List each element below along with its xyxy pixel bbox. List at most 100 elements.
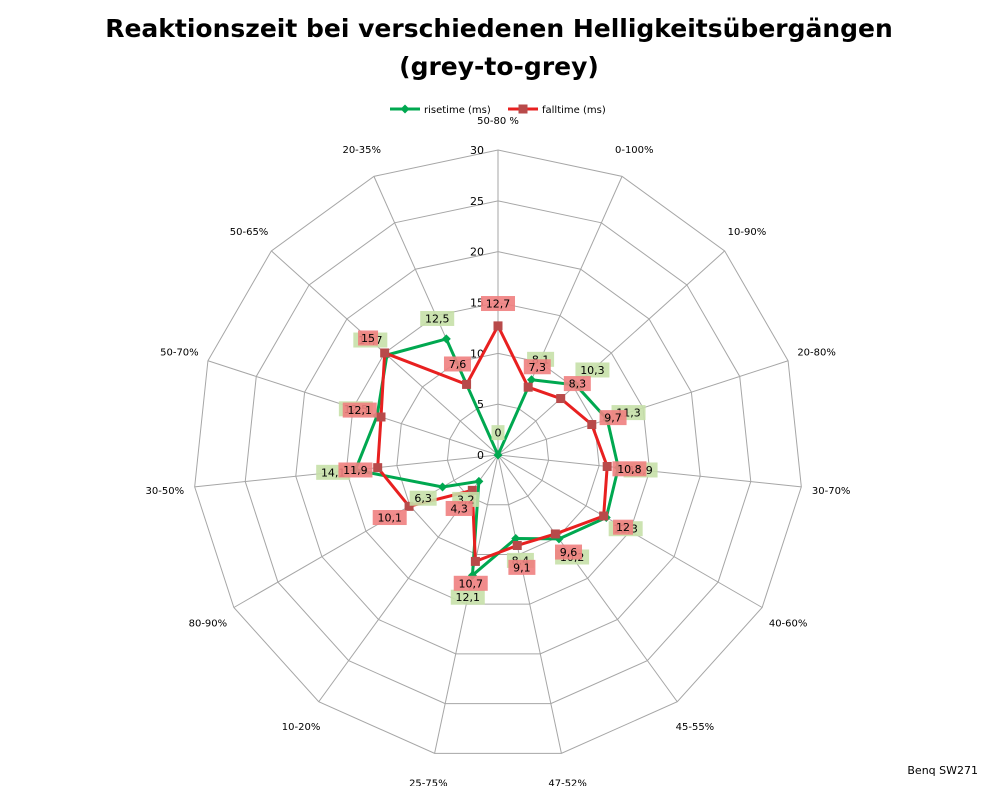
- grid-ring: [244, 200, 752, 705]
- data-point: [493, 321, 503, 331]
- legend-label-risetime: risetime (ms): [424, 105, 491, 116]
- data-label-text: 12,1: [456, 591, 481, 604]
- data-point: [587, 420, 597, 430]
- data-point: [373, 463, 383, 473]
- data-point: [602, 461, 612, 471]
- data-point: [376, 412, 386, 422]
- category-label: 80-90%: [189, 619, 228, 630]
- data-label-text: 0: [495, 427, 502, 440]
- data-label: 10,1: [372, 510, 407, 526]
- chart-title-line-1: Reaktionszeit bei verschiedenen Helligke…: [105, 14, 893, 43]
- data-label-text: 10,8: [617, 463, 642, 476]
- data-label: 10,8: [612, 461, 647, 477]
- data-point: [523, 382, 533, 392]
- data-label-text: 9,1: [513, 561, 531, 574]
- grid-spoke: [233, 454, 499, 608]
- category-label: 40-60%: [769, 619, 808, 630]
- data-label-text: 10,7: [458, 577, 483, 590]
- data-label: 12: [613, 519, 634, 535]
- data-point: [550, 529, 560, 539]
- data-point: [404, 501, 414, 511]
- legend-item-falltime: falltime (ms): [508, 104, 606, 116]
- data-point: [599, 511, 609, 521]
- category-label: 10-20%: [282, 722, 321, 733]
- data-label-text: 4,3: [450, 502, 468, 515]
- data-label-text: 10,3: [580, 364, 605, 377]
- data-point: [474, 476, 484, 486]
- footer-label: Benq SW271: [907, 764, 978, 777]
- series-line: [376, 324, 609, 563]
- data-label-text: 9,6: [560, 546, 578, 559]
- data-label: 7,3: [523, 359, 551, 375]
- data-label-text: 12,7: [486, 298, 511, 311]
- data-point: [462, 379, 472, 389]
- tick-label: 5: [477, 398, 484, 411]
- grid-spoke: [497, 454, 562, 754]
- category-label: 50-65%: [230, 227, 269, 238]
- data-point: [512, 540, 522, 550]
- tick-label: 0: [477, 449, 484, 462]
- data-label-text: 11,9: [343, 464, 368, 477]
- category-label: 50-70%: [160, 347, 199, 358]
- data-label: 9,7: [599, 410, 627, 426]
- tick-label: 30: [470, 144, 484, 157]
- tick-label: 25: [470, 195, 484, 208]
- grid-ring: [345, 301, 651, 605]
- chart-title-line-2: (grey-to-grey): [399, 52, 599, 81]
- grid-ring: [295, 251, 701, 655]
- data-point: [438, 482, 448, 492]
- data-label: 9,6: [555, 544, 583, 560]
- data-label: 7,6: [443, 356, 471, 372]
- category-label: 50-80 %: [477, 116, 519, 127]
- data-label: 15: [358, 330, 379, 346]
- data-point: [467, 485, 477, 495]
- data-point: [441, 334, 451, 344]
- grid-spoke: [497, 250, 725, 456]
- category-label: 45-55%: [676, 722, 715, 733]
- data-label-text: 7,3: [529, 361, 547, 374]
- data-point: [493, 450, 503, 460]
- data-label-text: 12,1: [347, 404, 372, 417]
- data-label: 0: [491, 425, 505, 441]
- data-point: [526, 375, 536, 385]
- data-label-text: 12,5: [425, 312, 450, 325]
- data-label-text: 7,6: [449, 358, 467, 371]
- legend-label-falltime: falltime (ms): [542, 105, 606, 116]
- data-point: [511, 534, 521, 544]
- data-label-text: 15: [361, 332, 375, 345]
- category-label: 47-52%: [548, 779, 587, 786]
- category-label: 25-75%: [409, 779, 448, 786]
- data-label: 4,3: [445, 500, 473, 516]
- data-label: 12,7: [481, 296, 515, 312]
- data-label: 9,1: [508, 559, 536, 575]
- legend: risetime (ms) falltime (ms): [390, 104, 606, 116]
- data-label-text: 10,1: [377, 512, 402, 525]
- tick-label: 15: [470, 297, 484, 310]
- category-label: 20-35%: [342, 145, 381, 156]
- data-label: 10,3: [575, 362, 610, 378]
- data-label: 12,1: [450, 589, 485, 605]
- data-label-text: 12: [616, 521, 630, 534]
- data-point: [380, 348, 390, 358]
- series-layer: [350, 321, 623, 580]
- data-label: 10,7: [453, 575, 488, 591]
- data-label: 8,3: [563, 376, 591, 392]
- category-label: 30-70%: [812, 486, 851, 497]
- category-label: 0-100%: [615, 145, 654, 156]
- data-label: 11,9: [338, 462, 373, 478]
- category-label: 20-80%: [797, 347, 836, 358]
- data-label: 12,5: [420, 310, 455, 326]
- data-point: [470, 556, 480, 566]
- category-label: 30-50%: [146, 486, 185, 497]
- data-label-text: 8,3: [569, 378, 587, 391]
- data-labels-layer: 08,110,311,311,912,310,28,412,13,26,314,…: [316, 296, 658, 605]
- chart-title: Reaktionszeit bei verschiedenen Helligke…: [0, 10, 998, 86]
- grid-ring: [446, 403, 550, 506]
- tick-label: 20: [470, 246, 484, 259]
- data-point: [556, 394, 566, 404]
- data-label: 6,3: [409, 490, 437, 506]
- data-label: 12,1: [342, 402, 377, 418]
- data-label-text: 9,7: [604, 412, 622, 425]
- legend-item-risetime: risetime (ms): [390, 104, 491, 116]
